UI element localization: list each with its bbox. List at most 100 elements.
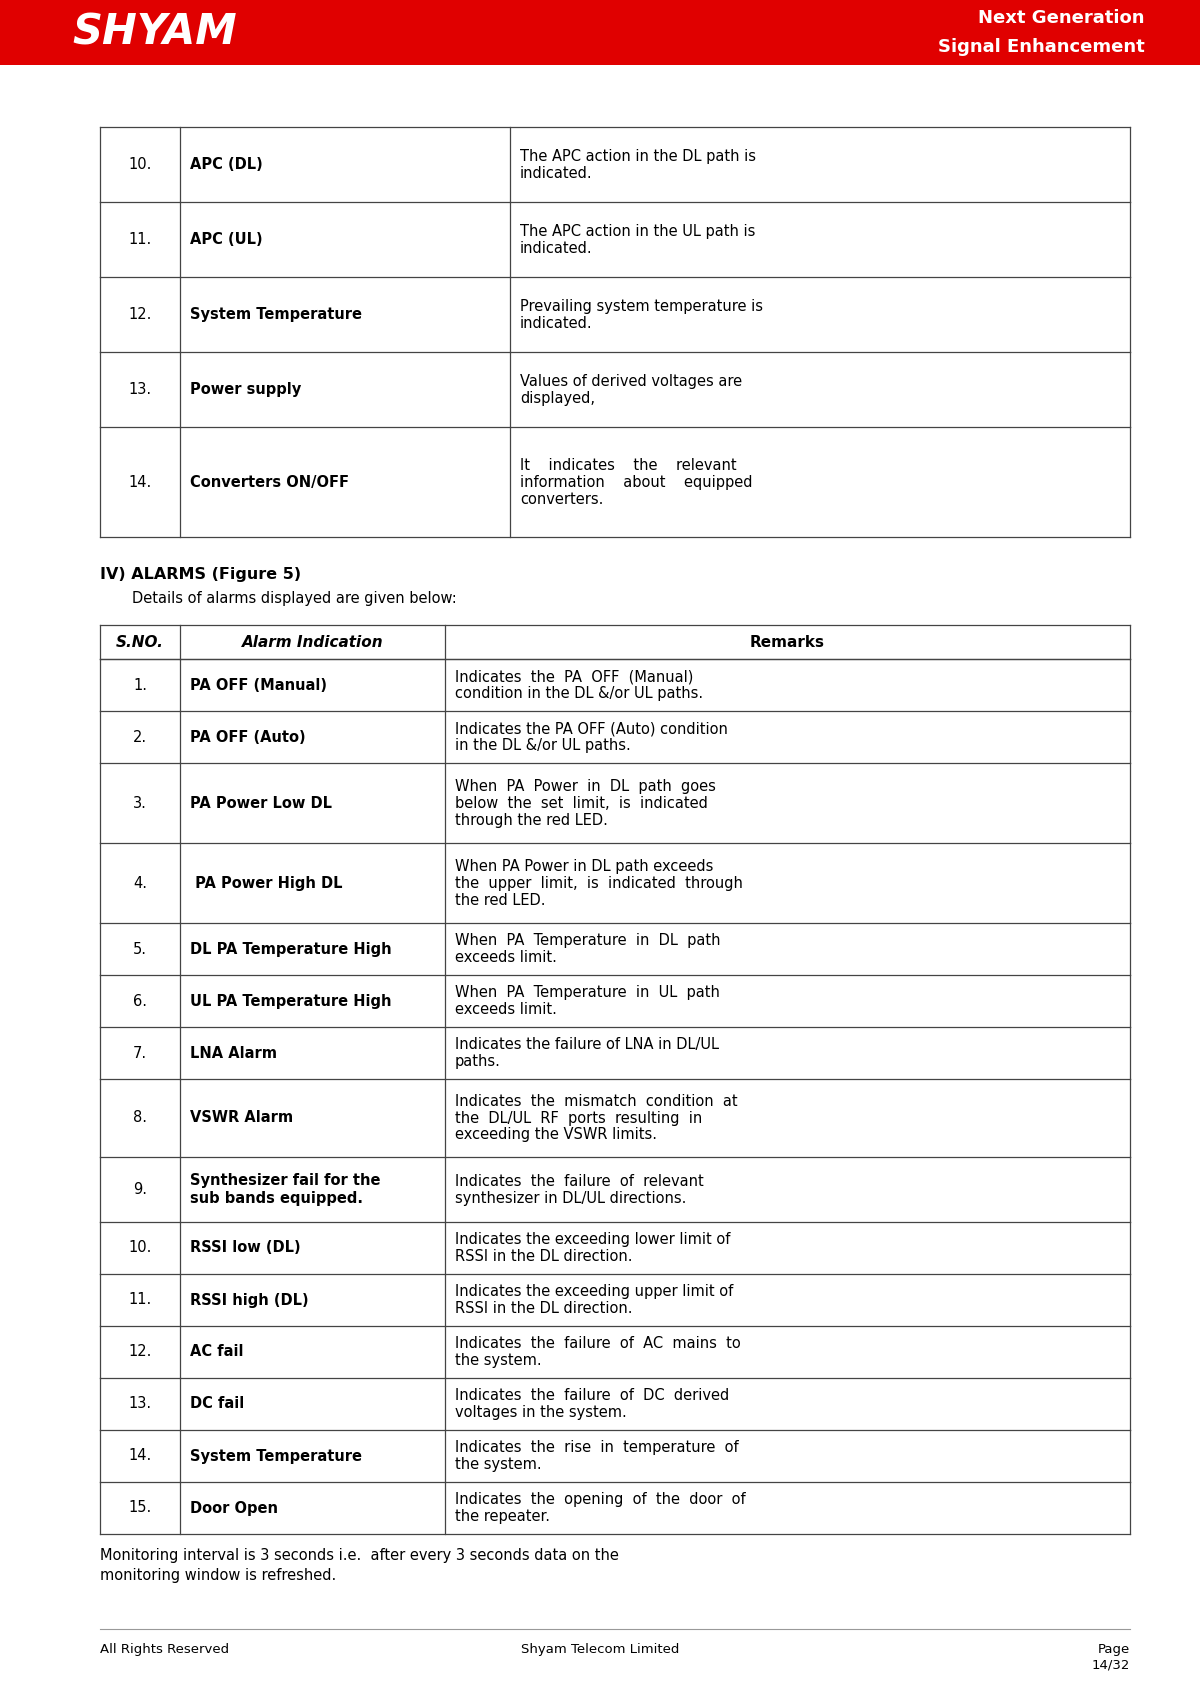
- Text: 14.: 14.: [128, 1449, 151, 1464]
- Text: Monitoring interval is 3 seconds i.e.  after every 3 seconds data on the: Monitoring interval is 3 seconds i.e. af…: [100, 1549, 619, 1562]
- Text: Shyam Telecom Limited: Shyam Telecom Limited: [521, 1643, 679, 1657]
- Text: PA OFF (Auto): PA OFF (Auto): [190, 729, 306, 744]
- Text: IV) ALARMS (Figure 5): IV) ALARMS (Figure 5): [100, 567, 301, 582]
- Text: 6.: 6.: [133, 994, 148, 1009]
- Text: the red LED.: the red LED.: [455, 892, 546, 908]
- Text: DL PA Temperature High: DL PA Temperature High: [190, 941, 391, 957]
- Text: exceeds limit.: exceeds limit.: [455, 950, 557, 965]
- Text: information    about    equipped: information about equipped: [520, 474, 752, 489]
- Text: Indicates  the  failure  of  DC  derived: Indicates the failure of DC derived: [455, 1388, 730, 1404]
- Text: 12.: 12.: [128, 307, 151, 322]
- Text: APC (UL): APC (UL): [190, 233, 263, 246]
- Text: System Temperature: System Temperature: [190, 1449, 362, 1464]
- Text: 8.: 8.: [133, 1110, 148, 1125]
- Text: RSSI in the DL direction.: RSSI in the DL direction.: [455, 1301, 632, 1316]
- Text: Indicates  the  mismatch  condition  at: Indicates the mismatch condition at: [455, 1093, 738, 1108]
- Text: Indicates the exceeding lower limit of: Indicates the exceeding lower limit of: [455, 1232, 731, 1247]
- Text: 10.: 10.: [128, 1240, 151, 1255]
- Text: Alarm Indication: Alarm Indication: [241, 634, 383, 649]
- Text: Indicates the exceeding upper limit of: Indicates the exceeding upper limit of: [455, 1284, 733, 1299]
- Text: Power supply: Power supply: [190, 381, 301, 396]
- Text: 13.: 13.: [128, 1397, 151, 1412]
- Text: indicated.: indicated.: [520, 241, 593, 255]
- Text: voltages in the system.: voltages in the system.: [455, 1405, 626, 1420]
- Text: When  PA  Power  in  DL  path  goes: When PA Power in DL path goes: [455, 778, 716, 793]
- Text: Indicates  the  opening  of  the  door  of: Indicates the opening of the door of: [455, 1491, 745, 1506]
- Text: displayed,: displayed,: [520, 390, 595, 405]
- Text: The APC action in the DL path is: The APC action in the DL path is: [520, 148, 756, 164]
- Text: below  the  set  limit,  is  indicated: below the set limit, is indicated: [455, 796, 708, 810]
- Text: It    indicates    the    relevant: It indicates the relevant: [520, 457, 737, 472]
- Text: 5.: 5.: [133, 941, 148, 957]
- Text: exceeds limit.: exceeds limit.: [455, 1002, 557, 1017]
- Text: 9.: 9.: [133, 1183, 148, 1198]
- Text: S.NO.: S.NO.: [116, 634, 164, 649]
- Text: Indicates  the  rise  in  temperature  of: Indicates the rise in temperature of: [455, 1441, 739, 1454]
- Text: the system.: the system.: [455, 1353, 541, 1368]
- Text: through the red LED.: through the red LED.: [455, 813, 608, 828]
- Text: UL PA Temperature High: UL PA Temperature High: [190, 994, 391, 1009]
- Text: the repeater.: the repeater.: [455, 1508, 550, 1523]
- Text: Converters ON/OFF: Converters ON/OFF: [190, 474, 349, 489]
- Text: condition in the DL &/or UL paths.: condition in the DL &/or UL paths.: [455, 687, 703, 702]
- Text: SHYAM: SHYAM: [72, 12, 236, 54]
- Text: RSSI in the DL direction.: RSSI in the DL direction.: [455, 1248, 632, 1264]
- Text: Indicates  the  failure  of  AC  mains  to: Indicates the failure of AC mains to: [455, 1336, 740, 1351]
- Text: Page: Page: [1098, 1643, 1130, 1657]
- Text: Signal Enhancement: Signal Enhancement: [938, 37, 1145, 56]
- Text: in the DL &/or UL paths.: in the DL &/or UL paths.: [455, 737, 631, 752]
- Text: exceeding the VSWR limits.: exceeding the VSWR limits.: [455, 1127, 658, 1142]
- Text: 2.: 2.: [133, 729, 148, 744]
- Text: 11.: 11.: [128, 1292, 151, 1307]
- Text: 1.: 1.: [133, 678, 148, 692]
- Text: the  upper  limit,  is  indicated  through: the upper limit, is indicated through: [455, 876, 743, 891]
- Text: When  PA  Temperature  in  UL  path: When PA Temperature in UL path: [455, 985, 720, 1000]
- Text: 11.: 11.: [128, 233, 151, 246]
- Text: RSSI high (DL): RSSI high (DL): [190, 1292, 308, 1307]
- Text: Synthesizer fail for the: Synthesizer fail for the: [190, 1174, 380, 1189]
- Text: When PA Power in DL path exceeds: When PA Power in DL path exceeds: [455, 859, 713, 874]
- Text: indicated.: indicated.: [520, 315, 593, 331]
- Text: 4.: 4.: [133, 876, 148, 891]
- Text: LNA Alarm: LNA Alarm: [190, 1046, 277, 1061]
- Text: Remarks: Remarks: [750, 634, 826, 649]
- Text: Indicates the failure of LNA in DL/UL: Indicates the failure of LNA in DL/UL: [455, 1038, 719, 1053]
- Text: indicated.: indicated.: [520, 165, 593, 181]
- Text: DC fail: DC fail: [190, 1397, 245, 1412]
- Text: Indicates the PA OFF (Auto) condition: Indicates the PA OFF (Auto) condition: [455, 720, 728, 736]
- Text: 14.: 14.: [128, 474, 151, 489]
- Text: System Temperature: System Temperature: [190, 307, 362, 322]
- Text: The APC action in the UL path is: The APC action in the UL path is: [520, 223, 755, 238]
- Text: Door Open: Door Open: [190, 1500, 278, 1515]
- Text: the system.: the system.: [455, 1458, 541, 1473]
- Text: Indicates  the  failure  of  relevant: Indicates the failure of relevant: [455, 1174, 703, 1189]
- Text: Indicates  the  PA  OFF  (Manual): Indicates the PA OFF (Manual): [455, 670, 694, 683]
- Text: 12.: 12.: [128, 1345, 151, 1360]
- Text: monitoring window is refreshed.: monitoring window is refreshed.: [100, 1567, 336, 1582]
- Text: All Rights Reserved: All Rights Reserved: [100, 1643, 229, 1657]
- Text: Details of alarms displayed are given below:: Details of alarms displayed are given be…: [132, 590, 457, 606]
- Text: VSWR Alarm: VSWR Alarm: [190, 1110, 293, 1125]
- Text: 7.: 7.: [133, 1046, 148, 1061]
- Text: PA OFF (Manual): PA OFF (Manual): [190, 678, 326, 692]
- Text: the  DL/UL  RF  ports  resulting  in: the DL/UL RF ports resulting in: [455, 1110, 702, 1125]
- Text: 3.: 3.: [133, 796, 146, 810]
- Text: Values of derived voltages are: Values of derived voltages are: [520, 373, 742, 388]
- Text: Prevailing system temperature is: Prevailing system temperature is: [520, 299, 763, 314]
- Text: AC fail: AC fail: [190, 1345, 244, 1360]
- Text: 14/32: 14/32: [1092, 1658, 1130, 1672]
- Text: RSSI low (DL): RSSI low (DL): [190, 1240, 301, 1255]
- Text: When  PA  Temperature  in  DL  path: When PA Temperature in DL path: [455, 933, 720, 948]
- Text: 10.: 10.: [128, 157, 151, 172]
- Text: PA Power High DL: PA Power High DL: [190, 876, 342, 891]
- Text: Next Generation: Next Generation: [978, 8, 1145, 27]
- Text: paths.: paths.: [455, 1054, 500, 1070]
- Text: synthesizer in DL/UL directions.: synthesizer in DL/UL directions.: [455, 1191, 686, 1206]
- Text: PA Power Low DL: PA Power Low DL: [190, 796, 332, 810]
- Text: APC (DL): APC (DL): [190, 157, 263, 172]
- Text: converters.: converters.: [520, 491, 604, 506]
- Text: 15.: 15.: [128, 1500, 151, 1515]
- Bar: [0, 0, 1200, 66]
- Text: sub bands equipped.: sub bands equipped.: [190, 1191, 364, 1206]
- Text: 13.: 13.: [128, 381, 151, 396]
